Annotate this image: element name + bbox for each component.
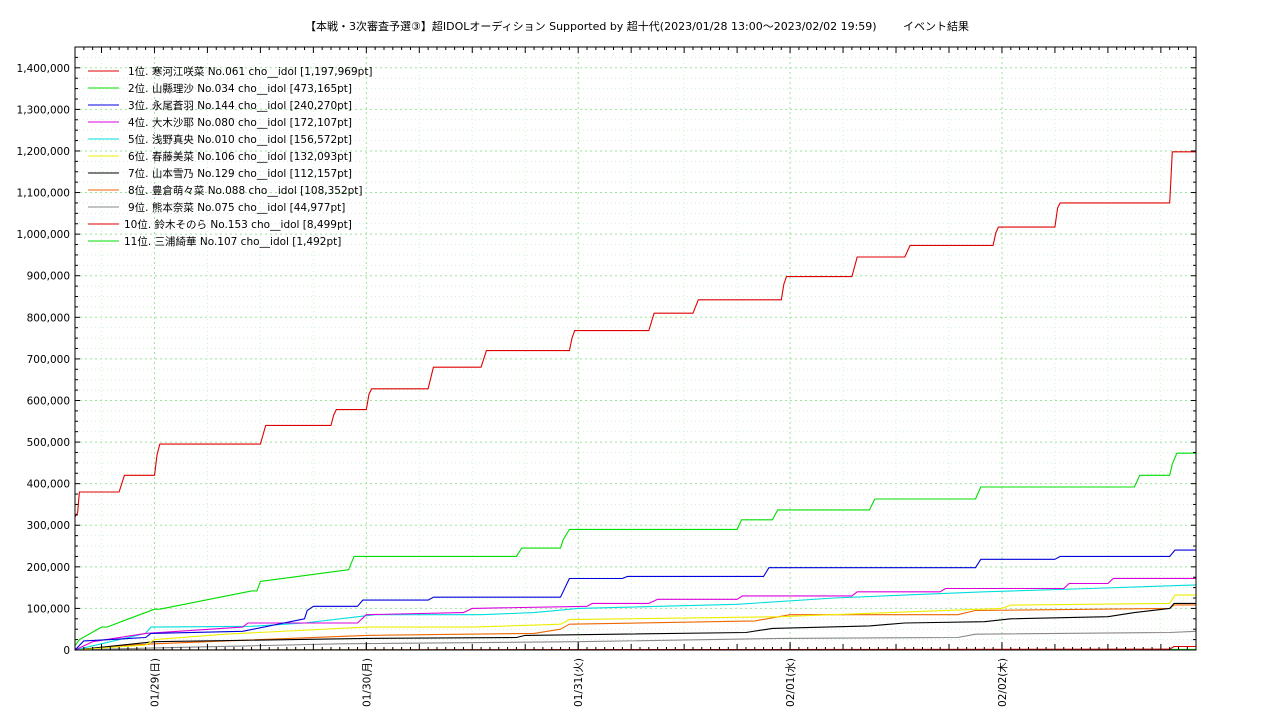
series-line-3 [74, 549, 1196, 651]
legend-label-9: 9位. 熊本奈菜 No.075 cho__idol [44,977pt] [128, 201, 345, 214]
y-tick-label: 1,100,000 [17, 188, 70, 200]
x-tick-label: 01/31(火) [573, 658, 585, 707]
series-line-6 [74, 594, 1196, 651]
y-tick-label: 0 [63, 645, 70, 657]
legend-label-8: 8位. 豊倉萌々菜 No.088 cho__idol [108,352pt] [128, 184, 363, 197]
y-tick-label: 1,300,000 [17, 104, 70, 116]
legend-label-10: 10位. 鈴木そのら No.153 cho__idol [8,499pt] [124, 218, 352, 231]
series-line-2 [74, 452, 1196, 647]
series-line-5 [74, 584, 1197, 651]
series-line-9 [74, 630, 1197, 651]
legend-label-4: 4位. 大木沙耶 No.080 cho__idol [172,107pt] [128, 116, 352, 129]
legend-label-6: 6位. 春藤美菜 No.106 cho__idol [132,093pt] [128, 150, 352, 163]
legend: 1位. 寒河江咲菜 No.061 cho__idol [1,197,969pt]… [88, 65, 373, 248]
series-line-4 [74, 577, 1196, 651]
series-line-7 [74, 602, 1196, 651]
y-tick-label: 1,000,000 [17, 229, 70, 241]
grid-layer [75, 47, 1196, 650]
legend-label-2: 2位. 山縣理沙 No.034 cho__idol [473,165pt] [128, 82, 352, 95]
legend-label-3: 3位. 永尾蒼羽 No.144 cho__idol [240,270pt] [128, 99, 352, 112]
y-tick-label: 100,000 [27, 603, 70, 615]
x-tick-label: 02/01(水) [785, 658, 797, 707]
y-tick-label: 600,000 [27, 395, 70, 407]
x-tick-label: 01/30(月) [361, 658, 373, 707]
series-line-1 [74, 151, 1196, 518]
x-tick-label: 02/02(木) [997, 658, 1009, 707]
series-line-8 [74, 604, 1196, 651]
y-tick-label: 400,000 [27, 479, 70, 491]
y-tick-label: 500,000 [27, 437, 70, 449]
axis-layer: 0 100,000 200,000 300,000 400,000 500,000 600,… [17, 47, 1196, 707]
y-tick-label: 700,000 [27, 354, 70, 366]
y-tick-label: 1,400,000 [17, 63, 70, 75]
legend-label-7: 7位. 山本雪乃 No.129 cho__idol [112,157pt] [128, 167, 352, 180]
y-tick-label: 900,000 [27, 271, 70, 283]
y-tick-label: 1,200,000 [17, 146, 70, 158]
y-tick-label: 800,000 [27, 312, 70, 324]
x-tick-label: 01/29(日) [149, 658, 161, 707]
legend-label-11: 11位. 三浦綺華 No.107 cho__idol [1,492pt] [124, 235, 341, 248]
y-tick-label: 300,000 [27, 520, 70, 532]
chart-title: 【本戦・3次審査予選③】超IDOLオーディション Supported by 超十… [305, 19, 877, 33]
legend-label-5: 5位. 浅野真央 No.010 cho__idol [156,572pt] [128, 133, 352, 146]
legend-label-1: 1位. 寒河江咲菜 No.061 cho__idol [1,197,969pt] [128, 65, 373, 78]
y-tick-label: 200,000 [27, 562, 70, 574]
chart-subtitle: イベント結果 [903, 19, 969, 33]
